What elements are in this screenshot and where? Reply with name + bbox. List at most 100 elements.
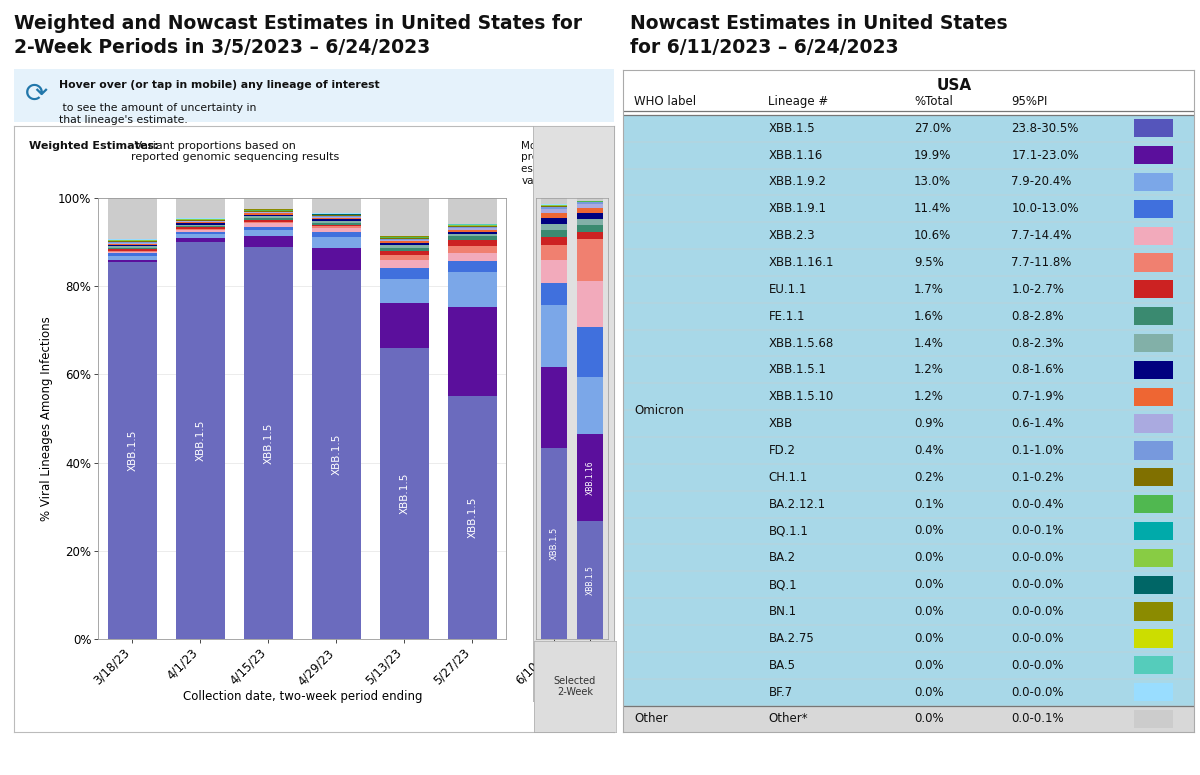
Bar bbox=[448, 226, 497, 227]
Bar bbox=[380, 268, 428, 279]
Bar bbox=[312, 225, 361, 226]
Bar bbox=[244, 222, 293, 223]
Bar bbox=[244, 220, 293, 222]
Text: BA.2.75: BA.2.75 bbox=[768, 632, 815, 645]
Bar bbox=[108, 253, 157, 256]
FancyBboxPatch shape bbox=[1134, 576, 1172, 594]
Text: XBB.1.16.1: XBB.1.16.1 bbox=[768, 256, 834, 269]
Bar bbox=[577, 281, 604, 327]
Text: BN.1: BN.1 bbox=[768, 605, 797, 618]
Bar bbox=[312, 218, 361, 219]
Text: 0.0%: 0.0% bbox=[914, 605, 943, 618]
FancyBboxPatch shape bbox=[1134, 253, 1172, 271]
Text: CH.1.1: CH.1.1 bbox=[768, 470, 808, 484]
FancyBboxPatch shape bbox=[1134, 522, 1172, 540]
Text: BA.2.12.1: BA.2.12.1 bbox=[768, 498, 826, 511]
Bar bbox=[448, 260, 497, 271]
Bar bbox=[244, 230, 293, 236]
Text: Nowcast Estimates in United States
for 6/11/2023 – 6/24/2023: Nowcast Estimates in United States for 6… bbox=[630, 14, 1008, 57]
Text: 0.8-1.6%: 0.8-1.6% bbox=[1012, 363, 1064, 377]
Text: 1.2%: 1.2% bbox=[914, 391, 944, 403]
Text: FD.2: FD.2 bbox=[768, 444, 796, 457]
Bar bbox=[577, 208, 604, 213]
Bar bbox=[176, 243, 224, 639]
FancyBboxPatch shape bbox=[1134, 629, 1172, 648]
Bar bbox=[380, 250, 428, 255]
FancyBboxPatch shape bbox=[623, 705, 1194, 732]
Text: 0.0-0.4%: 0.0-0.4% bbox=[1012, 498, 1064, 511]
Text: XBB.1.5: XBB.1.5 bbox=[468, 497, 478, 538]
Bar bbox=[577, 213, 604, 219]
Bar bbox=[448, 307, 497, 396]
Bar bbox=[380, 246, 428, 247]
Bar bbox=[312, 226, 361, 228]
Bar bbox=[312, 237, 361, 248]
Text: XBB.1.5: XBB.1.5 bbox=[400, 473, 409, 514]
Bar bbox=[380, 279, 428, 303]
Text: XBB: XBB bbox=[768, 417, 793, 430]
Text: XBB.1.16: XBB.1.16 bbox=[768, 149, 823, 161]
Bar bbox=[176, 230, 224, 232]
Text: 11.4%: 11.4% bbox=[914, 202, 952, 215]
Text: XBB.2.3: XBB.2.3 bbox=[768, 229, 815, 242]
Text: 0.0-0.0%: 0.0-0.0% bbox=[1012, 578, 1063, 591]
Bar bbox=[541, 224, 568, 230]
Bar bbox=[244, 236, 293, 246]
Bar bbox=[244, 213, 293, 215]
Text: %Total: %Total bbox=[914, 95, 953, 108]
FancyBboxPatch shape bbox=[1134, 360, 1172, 379]
Text: XBB.1.9.2: XBB.1.9.2 bbox=[768, 175, 827, 188]
Bar bbox=[176, 232, 224, 234]
FancyBboxPatch shape bbox=[1134, 200, 1172, 218]
Bar bbox=[312, 270, 361, 639]
Bar bbox=[541, 448, 568, 639]
Bar bbox=[108, 262, 157, 639]
Text: 0.6-1.4%: 0.6-1.4% bbox=[1012, 417, 1064, 430]
Bar bbox=[380, 239, 428, 241]
Bar bbox=[108, 243, 157, 245]
Text: 1.0-2.7%: 1.0-2.7% bbox=[1012, 283, 1064, 296]
Bar bbox=[448, 198, 497, 224]
Text: 95%PI: 95%PI bbox=[1012, 95, 1048, 108]
FancyBboxPatch shape bbox=[1134, 710, 1172, 728]
Text: 7.7-14.4%: 7.7-14.4% bbox=[1012, 229, 1072, 242]
Text: 0.1-1.0%: 0.1-1.0% bbox=[1012, 444, 1064, 457]
Text: 13.0%: 13.0% bbox=[914, 175, 952, 188]
Text: WHO label: WHO label bbox=[635, 95, 696, 108]
Text: XBB.1.5: XBB.1.5 bbox=[127, 430, 138, 471]
Bar bbox=[108, 246, 157, 248]
Bar bbox=[577, 225, 604, 232]
Bar bbox=[541, 367, 568, 448]
Bar bbox=[448, 240, 497, 246]
Bar bbox=[244, 212, 293, 213]
Bar bbox=[448, 229, 497, 232]
Text: 0.7-1.9%: 0.7-1.9% bbox=[1012, 391, 1064, 403]
Bar bbox=[380, 198, 428, 236]
Bar bbox=[244, 246, 293, 639]
Bar bbox=[448, 227, 497, 228]
Bar bbox=[541, 219, 568, 224]
Text: 0.8-2.8%: 0.8-2.8% bbox=[1012, 310, 1064, 322]
Text: Model-based
projected
estimates of
variant: Model-based projected estimates of varia… bbox=[521, 141, 588, 185]
FancyBboxPatch shape bbox=[623, 115, 1194, 705]
Bar bbox=[108, 249, 157, 250]
FancyBboxPatch shape bbox=[1134, 334, 1172, 352]
FancyBboxPatch shape bbox=[1134, 281, 1172, 298]
Text: 17.1-23.0%: 17.1-23.0% bbox=[1012, 149, 1079, 161]
Bar bbox=[108, 260, 157, 262]
Bar bbox=[577, 521, 604, 639]
Text: 0.0%: 0.0% bbox=[914, 712, 943, 725]
Bar bbox=[380, 241, 428, 243]
Text: 0.0-0.0%: 0.0-0.0% bbox=[1012, 686, 1063, 698]
Bar bbox=[244, 198, 293, 208]
Bar bbox=[577, 239, 604, 281]
Bar bbox=[541, 260, 568, 283]
Bar bbox=[380, 303, 428, 347]
Bar bbox=[541, 209, 568, 213]
FancyBboxPatch shape bbox=[1134, 388, 1172, 406]
Bar bbox=[448, 271, 497, 307]
Text: Selected
2-Week: Selected 2-Week bbox=[553, 676, 596, 698]
Bar bbox=[541, 305, 568, 367]
Text: BQ.1.1: BQ.1.1 bbox=[768, 525, 809, 538]
Bar bbox=[312, 217, 361, 218]
